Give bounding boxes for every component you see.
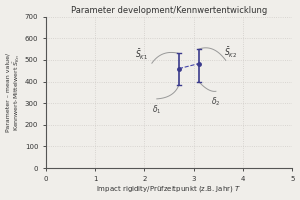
X-axis label: Impact rigidity/Prüfzeitpunkt (z.B. Jahr) $T$: Impact rigidity/Prüfzeitpunkt (z.B. Jahr… xyxy=(97,184,242,194)
Text: $\bar{S}_{K1}$: $\bar{S}_{K1}$ xyxy=(135,48,149,62)
Text: $\delta_1$: $\delta_1$ xyxy=(152,103,162,116)
Y-axis label: Parameter – mean value/
Kennwert-Mittelwert $\bar{S}_{Kn}$: Parameter – mean value/ Kennwert-Mittelw… xyxy=(6,53,22,132)
Text: $\bar{S}_{K2}$: $\bar{S}_{K2}$ xyxy=(224,46,237,60)
Title: Parameter development/Kennwertentwicklung: Parameter development/Kennwertentwicklun… xyxy=(71,6,267,15)
Text: $\delta_2$: $\delta_2$ xyxy=(211,96,221,108)
